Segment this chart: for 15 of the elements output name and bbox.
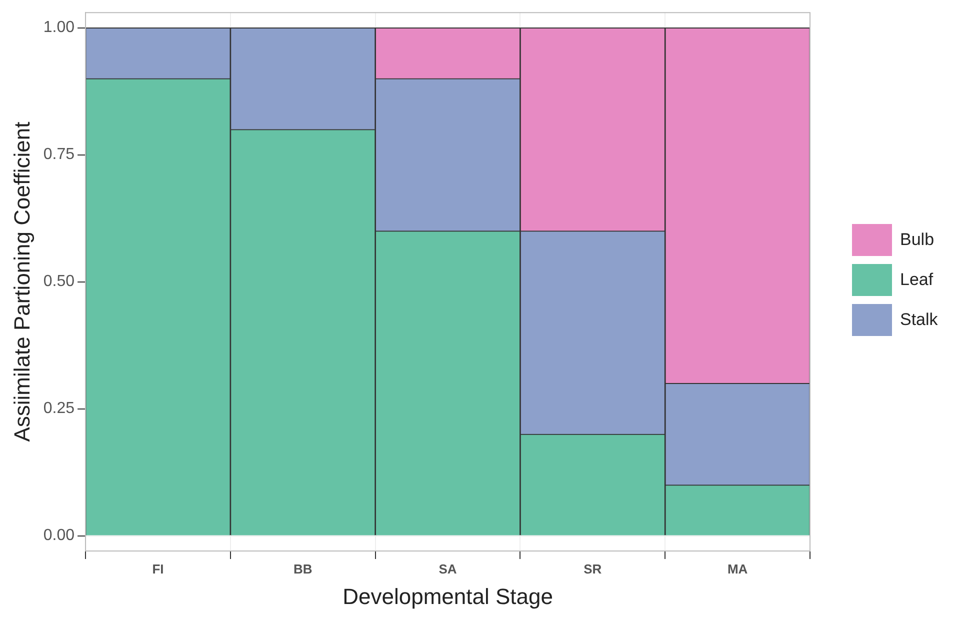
y-axis-title: Assiimilate Partioning Coefficient	[9, 122, 34, 442]
y-tick-label: 0.75	[43, 146, 75, 164]
x-axis-title: Developmental Stage	[342, 584, 553, 609]
x-tick-label: SA	[438, 561, 458, 576]
x-tick-label: FI	[152, 561, 164, 576]
y-tick-label: 0.25	[43, 400, 75, 418]
y-tick-label: 1.00	[43, 19, 75, 36]
legend-label: Leaf	[900, 270, 934, 290]
x-tick-label: SR	[584, 561, 602, 576]
legend-label: Stalk	[900, 310, 938, 330]
x-tick-label: MA	[727, 561, 748, 576]
y-tick-label: 0.00	[43, 527, 75, 544]
legend-label: Bulb	[900, 230, 934, 250]
y-tick-label: 0.50	[43, 273, 75, 290]
x-tick-label: BB	[293, 561, 312, 576]
